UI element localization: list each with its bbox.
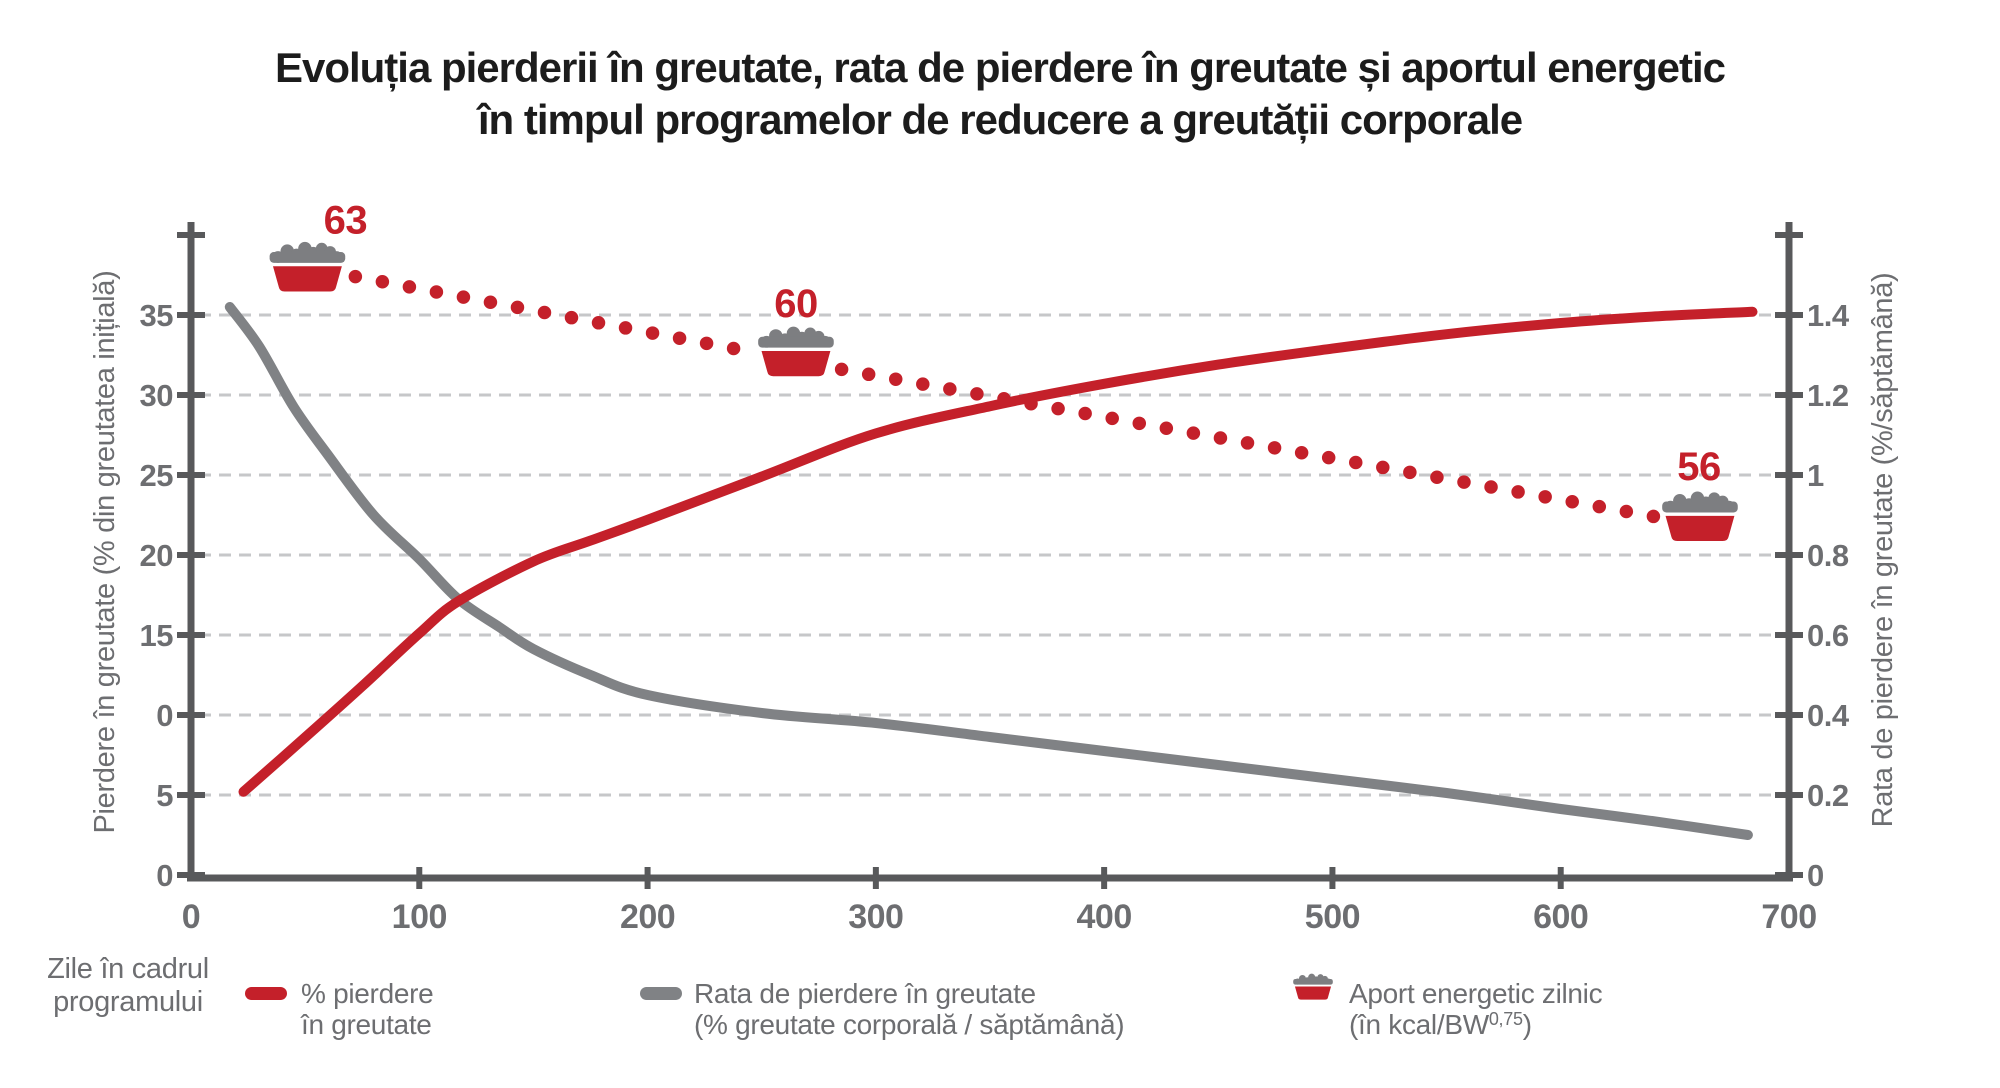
energy-value-label: 60 — [774, 282, 818, 326]
chart-title-line1: Evoluția pierderii în greutate, rata de … — [274, 44, 1726, 91]
x-tick-label: 400 — [1077, 898, 1132, 936]
y-left-tick-label: 0 — [156, 698, 173, 733]
x-tick-label: 700 — [1761, 898, 1816, 936]
energy-intake-dotted-line — [834, 362, 1662, 524]
food-bowl-glyph — [1293, 973, 1333, 1000]
y-left-tick-label: 15 — [140, 618, 174, 653]
x-tick-label: 200 — [620, 898, 675, 936]
legend-item-weight-loss-label: % pierdere în greutate — [301, 978, 434, 1040]
energy-value-label: 63 — [324, 198, 368, 242]
legend-item-rate-label: Rata de pierdere în greutate (% greutate… — [694, 978, 1125, 1040]
food-bowl-icon — [1662, 491, 1738, 542]
legend-energy-line2: (în kcal/BW0,75) — [1349, 1009, 1532, 1040]
red-line-swatch-icon — [245, 987, 287, 1000]
x-axis-title-line2: programului — [53, 986, 203, 1018]
food-bowl-icon — [269, 241, 346, 292]
energy-value-label: 56 — [1677, 445, 1721, 489]
legend-rate-line1: Rata de pierdere în greutate — [694, 978, 1036, 1009]
legend-item-energy-label: Aport energetic zilnic (în kcal/BW0,75) — [1349, 978, 1603, 1044]
y-left-tick-label: 0 — [156, 858, 173, 893]
legend-rate-line2: (% greutate corporală / săptămână) — [694, 1009, 1125, 1040]
y-right-tick-label: 1.2 — [1807, 378, 1849, 413]
y-left-tick-label: 20 — [140, 538, 173, 573]
y-right-tick-label: 1.4 — [1807, 298, 1850, 333]
y-left-tick-label: 30 — [140, 378, 173, 413]
rate-of-weight-loss-line — [224, 302, 1753, 840]
x-tick-label: 500 — [1305, 898, 1360, 936]
y-right-tick-label: 0.8 — [1807, 538, 1849, 573]
legend-weight-loss-line2: în greutate — [301, 1009, 432, 1040]
y-right-tick-label: 0.6 — [1807, 618, 1849, 653]
chart-title-line2: în timpul programelor de reducere a greu… — [477, 96, 1523, 143]
x-tick-label: 300 — [848, 898, 903, 936]
x-axis-title-line1: Zile în cadrul — [47, 953, 209, 985]
legend-weight-loss-line1: % pierdere — [301, 978, 434, 1009]
food-bowl-icon — [758, 326, 834, 377]
gray-line-swatch-icon — [640, 987, 682, 1000]
x-tick-label: 0 — [182, 898, 200, 936]
energy-intake-dotted-line — [348, 269, 742, 356]
legend-item-energy-intake: Aport energetic zilnic (în kcal/BW0,75) — [1291, 972, 1603, 1044]
weight-loss-percent-line — [238, 306, 1758, 797]
x-tick-label: 600 — [1533, 898, 1588, 936]
legend-item-weight-loss: % pierdere în greutate — [245, 978, 434, 1040]
y-right-tick-label: 0.4 — [1807, 698, 1850, 733]
food-bowl-icon — [1293, 973, 1333, 1000]
y-left-tick-label: 25 — [140, 458, 174, 493]
y-left-tick-label: 35 — [140, 298, 174, 333]
x-tick-label: 100 — [392, 898, 447, 936]
y-right-tick-label: 0 — [1807, 858, 1824, 893]
legend-energy-line1: Aport energetic zilnic — [1349, 978, 1603, 1009]
x-axis-title: Zile în cadrul programului — [38, 953, 218, 1019]
legend-item-rate: Rata de pierdere în greutate (% greutate… — [640, 978, 1125, 1040]
y-right-tick-label: 0.2 — [1807, 778, 1849, 813]
chart-title: Evoluția pierderii în greutate, rata de … — [0, 42, 2000, 146]
y-right-tick-label: 1 — [1807, 458, 1824, 493]
y-left-tick-label: 5 — [156, 778, 173, 813]
